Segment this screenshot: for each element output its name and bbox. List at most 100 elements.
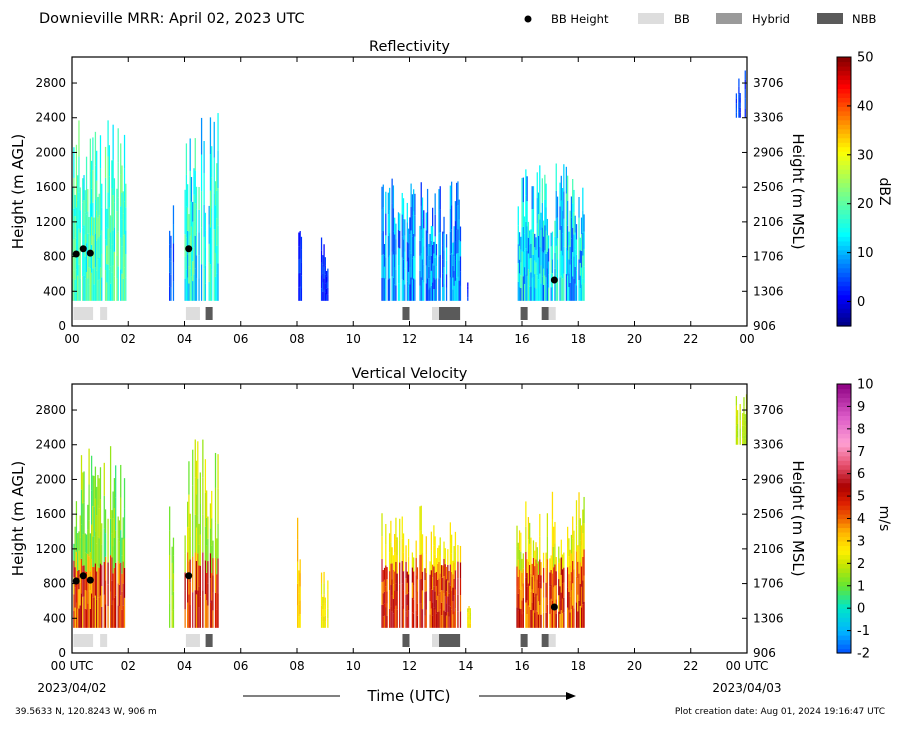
echo-cell	[392, 254, 395, 278]
echo-cell	[80, 524, 83, 559]
echo-cell	[541, 276, 543, 301]
echo-cell	[214, 487, 217, 523]
echo-cell	[539, 605, 541, 628]
y-tick-right-label: 2506	[753, 180, 784, 194]
echo-cell	[542, 552, 545, 568]
echo-cell	[385, 279, 387, 301]
echo-field	[72, 70, 746, 301]
echo-cell	[413, 256, 415, 279]
echo-cell	[104, 533, 107, 557]
echo-cell	[404, 235, 406, 252]
echo-cell	[521, 251, 523, 277]
legend-bb-height-marker	[524, 15, 532, 23]
echo-cell	[188, 594, 190, 628]
echo-cell	[738, 102, 740, 110]
echo-cell	[320, 275, 323, 289]
echo-cell	[559, 572, 561, 587]
echo-cell	[420, 554, 422, 579]
echo-cell	[99, 168, 102, 202]
echo-cell	[453, 611, 455, 628]
colorbar-tick-label: 4	[857, 512, 865, 527]
echo-cell	[97, 536, 99, 567]
echo-cell	[743, 406, 745, 417]
echo-cell	[583, 496, 585, 524]
echo-cell	[322, 264, 324, 274]
echo-cell	[212, 558, 214, 576]
echo-cell	[420, 578, 422, 604]
echo-cell	[109, 215, 112, 233]
colorbar-segment	[837, 540, 851, 546]
echo-cell	[402, 198, 405, 219]
echo-cell	[113, 597, 116, 628]
echo-cell	[82, 565, 84, 597]
echo-cell	[744, 438, 746, 445]
echo-cell	[521, 276, 523, 301]
echo-cell	[414, 215, 416, 237]
echo-cell	[416, 591, 419, 604]
echo-cell	[442, 245, 444, 260]
echo-cell	[79, 278, 81, 301]
echo-cell	[107, 518, 109, 541]
echo-cell	[550, 246, 552, 260]
colorbar-segment	[837, 182, 851, 188]
echo-cell	[75, 144, 78, 177]
bb-height-point	[185, 245, 193, 253]
echo-cell	[522, 583, 524, 599]
echo-cell	[401, 236, 403, 258]
colorbar-tick-label: -1	[857, 624, 870, 639]
x-tick-label: 18	[571, 332, 586, 346]
footer: 2023/04/02 2023/04/03 Time (UTC) 39.5633…	[15, 681, 885, 717]
colorbar-segment	[837, 451, 851, 457]
echo-cell	[582, 255, 584, 279]
echo-cell	[525, 501, 527, 527]
echo-cell	[433, 289, 435, 301]
echo-cell	[539, 192, 541, 220]
echo-cell	[573, 234, 575, 257]
echo-cell	[459, 611, 462, 628]
echo-cell	[416, 579, 419, 592]
y-axis-label: Height (m AGL)	[9, 461, 27, 576]
echo-cell	[420, 505, 422, 531]
echo-cell	[735, 435, 738, 445]
echo-cell	[111, 510, 113, 534]
echo-cell	[109, 266, 112, 284]
echo-cell	[195, 278, 198, 301]
echo-cell	[112, 491, 114, 519]
echo-cell	[115, 530, 117, 563]
echo-cell	[322, 596, 324, 604]
echo-cell	[323, 289, 325, 301]
echo-cell	[467, 620, 469, 624]
echo-cell	[212, 610, 214, 628]
echo-cell	[579, 540, 581, 563]
echo-cell	[98, 568, 100, 598]
echo-cell	[189, 170, 191, 204]
echo-cell	[432, 244, 434, 264]
echo-cell	[567, 546, 569, 568]
echo-cell	[568, 609, 570, 628]
colorbar-tick-label: 1	[857, 579, 865, 594]
echo-cell	[120, 237, 122, 270]
echo-cell	[297, 605, 299, 628]
y-tick-label: 400	[43, 284, 66, 298]
echo-cell	[206, 572, 208, 601]
echo-cell	[413, 557, 415, 572]
echo-cell	[382, 616, 384, 628]
echo-cell	[109, 555, 112, 592]
echo-cell	[434, 609, 436, 628]
echo-cell	[96, 210, 98, 241]
colorbar-segment	[837, 227, 851, 233]
echo-cell	[416, 567, 419, 580]
echo-cell	[320, 237, 323, 251]
echo-cell	[184, 256, 186, 279]
echo-cell	[78, 608, 80, 628]
echo-cell	[121, 273, 123, 301]
echo-cell	[213, 193, 215, 230]
echo-cell	[537, 561, 540, 575]
echo-cell	[421, 197, 424, 219]
echo-cell	[405, 578, 407, 595]
colorbar-tick-label: 2	[857, 557, 865, 572]
echo-cell	[432, 602, 434, 616]
echo-cell	[322, 603, 324, 610]
echo-cell	[391, 611, 393, 628]
echo-cell	[214, 592, 217, 628]
